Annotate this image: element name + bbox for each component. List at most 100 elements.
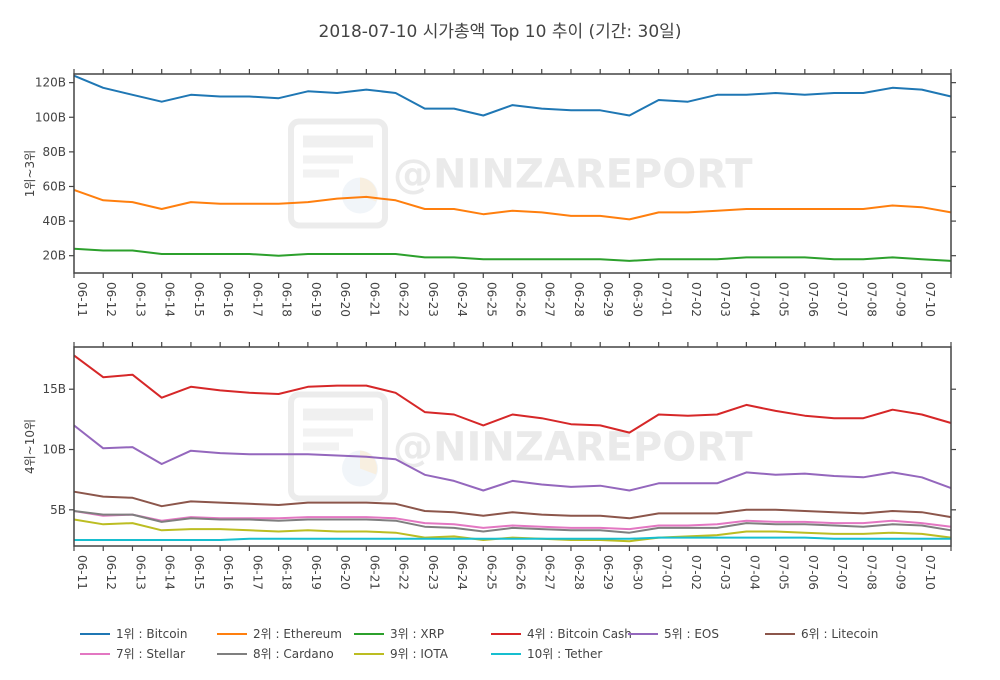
- x-tick-label: 06-24: [455, 282, 469, 317]
- chart-title: 2018-07-10 시가총액 Top 10 추이 (기간: 30일): [319, 22, 682, 42]
- legend-item[interactable]: 2위 : Ethereum: [217, 627, 342, 641]
- x-tick-label: 06-13: [133, 282, 147, 317]
- legend-item[interactable]: 4위 : Bitcoin Cash: [491, 627, 632, 641]
- legend: 1위 : Bitcoin 2위 : Ethereum 3위 : XRP 4위 : Bi…: [80, 627, 878, 661]
- legend-item[interactable]: 5위 : EOS: [628, 627, 719, 641]
- y-tick-label: 40B: [42, 214, 66, 228]
- x-tick-label: 06-15: [192, 555, 206, 590]
- x-tick-label: 06-24: [455, 555, 469, 590]
- x-tick-label: 06-18: [280, 555, 294, 590]
- legend-label: 10위 : Tether: [527, 647, 602, 661]
- legend-label: 4위 : Bitcoin Cash: [527, 627, 632, 641]
- y-tick-label: 20B: [42, 249, 66, 263]
- x-tick-label: 06-28: [572, 282, 586, 317]
- x-tick-label: 06-20: [338, 555, 352, 590]
- legend-label: 1위 : Bitcoin: [116, 627, 188, 641]
- x-tick-label: 06-21: [367, 555, 381, 590]
- x-tick-label: 07-01: [660, 555, 674, 590]
- series-line-litecoin: [73, 490, 952, 520]
- x-tick-label: 07-10: [923, 282, 937, 317]
- x-tick-label: 07-09: [894, 555, 908, 590]
- x-tick-label: 06-17: [250, 555, 264, 590]
- legend-label: 3위 : XRP: [390, 627, 444, 641]
- x-tick-label: 07-10: [923, 555, 937, 590]
- x-tick-label: 06-26: [514, 282, 528, 317]
- series-line-cardano: [73, 510, 952, 534]
- series-line-tether: [74, 536, 951, 541]
- series-line-iota: [73, 518, 952, 543]
- x-tick-label: 07-01: [660, 282, 674, 317]
- y-tick-label: 15B: [42, 382, 66, 396]
- x-tick-label: 07-07: [835, 555, 849, 590]
- legend-label: 8위 : Cardano: [253, 647, 334, 661]
- x-tick-label: 06-23: [426, 282, 440, 317]
- x-tick-label: 07-08: [864, 555, 878, 590]
- x-tick-label: 06-28: [572, 555, 586, 590]
- watermark: @NINZAREPORT: [288, 391, 753, 502]
- x-tick-label: 07-07: [835, 282, 849, 317]
- x-tick-label: 06-22: [397, 282, 411, 317]
- y-tick-label: 60B: [42, 179, 66, 193]
- x-tick-label: 06-25: [484, 282, 498, 317]
- y-axis-title: 4위~10위: [23, 419, 37, 474]
- legend-label: 6위 : Litecoin: [801, 627, 878, 641]
- x-tick-label: 07-04: [747, 282, 761, 317]
- x-tick-label: 06-11: [75, 555, 89, 590]
- y-tick-label: 5B: [50, 503, 66, 517]
- x-tick-label: 06-17: [250, 282, 264, 317]
- series-line-xrp: [73, 247, 952, 262]
- series-line-bitcoin-cash: [73, 354, 952, 434]
- x-tick-label: 06-30: [630, 282, 644, 317]
- legend-item[interactable]: 7위 : Stellar: [80, 647, 185, 661]
- x-tick-label: 06-13: [133, 555, 147, 590]
- series-line-ethereum: [73, 188, 952, 221]
- x-tick-label: 06-12: [104, 555, 118, 590]
- x-tick-label: 06-14: [163, 555, 177, 590]
- x-tick-label: 06-19: [309, 282, 323, 317]
- x-tick-label: 07-03: [718, 555, 732, 590]
- x-tick-label: 06-11: [75, 282, 89, 317]
- x-tick-label: 06-22: [397, 555, 411, 590]
- y-axis-title: 1위~3위: [23, 150, 37, 197]
- x-tick-label: 07-03: [718, 282, 732, 317]
- x-tick-label: 07-09: [894, 282, 908, 317]
- y-tick-label: 100B: [35, 110, 66, 124]
- x-tick-label: 06-25: [484, 555, 498, 590]
- legend-item[interactable]: 1위 : Bitcoin: [80, 627, 188, 641]
- x-tick-label: 07-06: [806, 282, 820, 317]
- x-tick-label: 07-05: [777, 555, 791, 590]
- x-tick-label: 07-05: [777, 282, 791, 317]
- x-tick-label: 06-18: [280, 282, 294, 317]
- legend-item[interactable]: 10위 : Tether: [491, 647, 602, 661]
- x-tick-label: 07-02: [689, 282, 703, 317]
- x-tick-label: 07-04: [747, 555, 761, 590]
- watermark: @NINZAREPORT: [288, 118, 753, 229]
- legend-item[interactable]: 6위 : Litecoin: [765, 627, 878, 641]
- x-tick-label: 06-29: [601, 282, 615, 317]
- watermark-logo-icon: [288, 391, 388, 502]
- x-tick-label: 07-06: [806, 555, 820, 590]
- legend-item[interactable]: 9위 : IOTA: [354, 647, 449, 661]
- x-tick-label: 07-08: [864, 282, 878, 317]
- x-tick-label: 06-26: [514, 555, 528, 590]
- panel-2: @NINZAREPORT 5B 10B 15B 06-11 06-12 06-13 06-14…: [23, 342, 956, 590]
- watermark-text: @NINZAREPORT: [393, 152, 753, 198]
- x-tick-label: 06-27: [543, 555, 557, 590]
- y-tick-label: 10B: [42, 443, 66, 457]
- x-tick-label: 06-21: [367, 282, 381, 317]
- legend-label: 7위 : Stellar: [116, 647, 185, 661]
- legend-item[interactable]: 3위 : XRP: [354, 627, 444, 641]
- legend-item[interactable]: 8위 : Cardano: [217, 647, 334, 661]
- series-line-eos: [73, 424, 952, 492]
- watermark-logo-icon: [288, 118, 388, 229]
- x-tick-label: 07-02: [689, 555, 703, 590]
- x-tick-label: 06-16: [221, 555, 235, 590]
- x-tick-label: 06-12: [104, 282, 118, 317]
- x-tick-label: 06-15: [192, 282, 206, 317]
- x-tick-label: 06-29: [601, 555, 615, 590]
- x-tick-label: 06-20: [338, 282, 352, 317]
- x-tick-label: 06-16: [221, 282, 235, 317]
- x-tick-label: 06-23: [426, 555, 440, 590]
- x-tick-label: 06-30: [630, 555, 644, 590]
